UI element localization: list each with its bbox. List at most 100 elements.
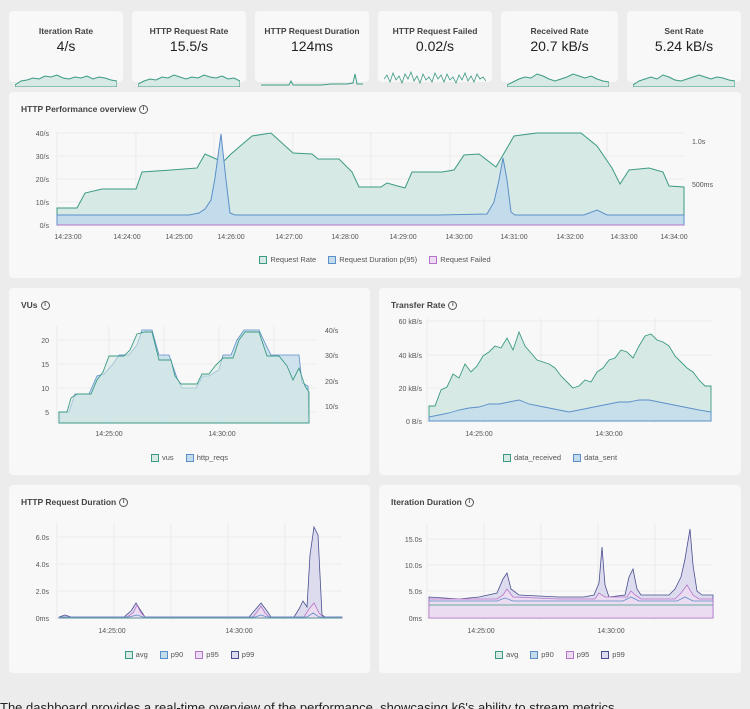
x-tick: 14:34:00 (660, 234, 687, 241)
legend-item[interactable]: p99 (601, 650, 625, 659)
legend-item[interactable]: p95 (195, 650, 219, 659)
transfer-chart: 60 kB/s 40 kB/s 20 kB/s 0 B/s 14:25:00 1… (399, 318, 712, 438)
y2-axis: 1.0s 500ms (692, 139, 714, 189)
transfer-rate-panel: Transfer Rate i 60 kB/s 40 kB/s 20 kB/s … (379, 288, 741, 475)
y-tick: 15.0s (405, 537, 423, 544)
legend-item[interactable]: p90 (530, 650, 554, 659)
panel-title: HTTP Request Duration i (21, 497, 129, 507)
panel-title: Transfer Rate i (391, 300, 458, 310)
x-tick: 14:33:00 (610, 234, 637, 241)
panel-title-text: HTTP Performance overview (21, 104, 137, 114)
legend-item[interactable]: Request Rate (259, 255, 316, 264)
y-tick: 20 kB/s (399, 386, 423, 393)
legend-item[interactable]: avg (495, 650, 518, 659)
y-tick: 5.0s (409, 589, 423, 596)
iter-duration-chart: 15.0s 10.0s 5.0s 0ms 14:25:00 14:30:00 (405, 523, 714, 635)
legend: avg p90 p95 p99 (379, 650, 741, 659)
y-tick: 15 (41, 362, 49, 369)
panel-title: Iteration Duration i (391, 497, 474, 507)
legend-item[interactable]: p90 (159, 650, 184, 659)
legend-swatch (124, 650, 133, 659)
stat-card-iteration-rate: Iteration Rate 4/s (9, 11, 123, 87)
legend-label: p90 (170, 650, 184, 659)
legend-swatch (151, 453, 160, 462)
legend-item[interactable]: http_reqs (185, 453, 228, 462)
legend-item[interactable]: Request Duration p(95) (328, 255, 417, 264)
legend-label: p95 (576, 650, 590, 659)
x-tick: 14:30:00 (225, 628, 252, 635)
y2-tick: 20/s (325, 379, 339, 386)
panel-title-text: Iteration Duration (391, 497, 462, 507)
legend-item[interactable]: avg (124, 650, 148, 659)
x-tick: 14:30:00 (595, 431, 622, 438)
info-icon[interactable]: i (119, 497, 129, 507)
y-tick: 10.0s (405, 563, 423, 570)
y-tick: 60 kB/s (399, 319, 423, 326)
panel-title-text: HTTP Request Duration (21, 497, 117, 507)
x-tick: 14:26:00 (217, 234, 244, 241)
info-icon[interactable]: i (464, 497, 474, 507)
legend-swatch (230, 650, 239, 659)
panel-title-text: Transfer Rate (391, 300, 446, 310)
overview-chart: 40/s 30/s 20/s 10/s 0/s 1.0s 500ms 14:23… (36, 131, 714, 241)
x-tick: 14:30:00 (208, 431, 235, 438)
legend-swatch (259, 255, 268, 264)
legend-label: p99 (612, 650, 625, 659)
x-tick: 14:25:00 (465, 431, 492, 438)
stat-card-http-request-failed: HTTP Request Failed 0.02/s (378, 11, 492, 85)
data-sent-area (428, 399, 712, 422)
y-tick: 4.0s (36, 562, 50, 569)
sparkline (138, 74, 240, 87)
panel-title: VUs i (21, 300, 50, 310)
legend-item[interactable]: data_sent (573, 453, 617, 462)
stat-card-sent-rate: Sent Rate 5.24 kB/s (627, 11, 741, 87)
legend-label: Request Rate (270, 255, 317, 264)
x-axis: 14:25:00 14:30:00 (95, 431, 235, 438)
info-icon[interactable]: i (448, 300, 458, 310)
vus-panel: VUs i 20 15 10 5 40/s 30/s 20/s 10/s 14:… (9, 288, 370, 475)
y-axis: 6.0s 4.0s 2.0s 0ms (36, 535, 50, 623)
legend: avg p90 p95 p99 (9, 650, 370, 659)
legend-label: Request Failed (440, 255, 491, 264)
legend: Request Rate Request Duration p(95) Requ… (9, 255, 741, 264)
legend-item[interactable]: Request Failed (429, 255, 491, 264)
y-tick: 0 B/s (406, 419, 422, 426)
x-tick: 14:30:00 (597, 628, 624, 635)
y-tick: 0ms (409, 616, 423, 623)
y-tick: 0ms (36, 616, 50, 623)
legend-item[interactable]: p95 (565, 650, 590, 659)
stat-value: 0.02/s (415, 38, 455, 54)
stat-title: Received Rate (530, 26, 589, 36)
legend-swatch (601, 650, 610, 659)
req-duration-chart: 6.0s 4.0s 2.0s 0ms 14:25:00 14:30:00 (36, 523, 343, 635)
legend-label: data_received (513, 453, 562, 462)
http-performance-overview-panel: HTTP Performance overview i 40/s 30/s 20… (9, 92, 741, 278)
x-tick: 14:27:00 (275, 234, 302, 241)
legend-item[interactable]: p99 (230, 650, 254, 659)
sparkline (633, 74, 735, 87)
legend-item[interactable]: vus (151, 453, 174, 462)
grid (426, 523, 713, 620)
x-tick: 14:25:00 (98, 628, 125, 635)
legend-swatch (530, 650, 539, 659)
vus-area (58, 331, 310, 424)
info-icon[interactable]: i (139, 104, 149, 114)
legend-label: avg (135, 650, 148, 659)
legend-swatch (429, 255, 438, 264)
y-tick: 20/s (36, 177, 50, 184)
stat-card-received-rate: Received Rate 20.7 kB/s (501, 11, 618, 87)
legend-label: vus (162, 453, 174, 462)
footer-paragraph: The dashboard provides a real-time overv… (0, 700, 615, 709)
x-tick: 14:25:00 (165, 234, 192, 241)
x-axis: 14:25:00 14:30:00 (465, 431, 622, 438)
info-icon[interactable]: i (40, 300, 50, 310)
y-tick: 40 kB/s (399, 353, 423, 360)
x-tick: 14:28:00 (331, 234, 358, 241)
x-tick: 14:32:00 (556, 234, 583, 241)
y-tick: 2.0s (36, 589, 50, 596)
panel-title: HTTP Performance overview i (21, 104, 149, 114)
y2-axis: 40/s 30/s 20/s 10/s (325, 328, 339, 411)
stat-value: 15.5/s (169, 38, 209, 54)
legend-label: http_reqs (196, 453, 228, 462)
legend-item[interactable]: data_received (502, 453, 562, 462)
